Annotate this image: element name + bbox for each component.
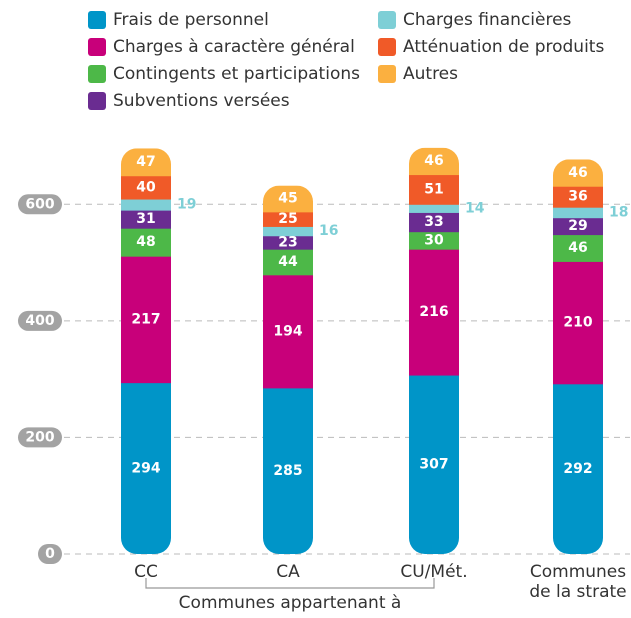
value-label: 29 <box>568 218 587 234</box>
y-tick-pill <box>18 194 62 215</box>
bar-segment <box>553 207 603 219</box>
legend-swatch <box>88 38 106 56</box>
value-label: 30 <box>424 232 444 248</box>
legend-swatch <box>378 11 396 29</box>
value-label: 210 <box>563 315 592 331</box>
value-label: 23 <box>278 234 297 250</box>
bar-segment <box>553 159 603 187</box>
value-label: 294 <box>131 460 160 476</box>
y-tick-label: 400 <box>25 313 54 329</box>
bar-segment <box>263 185 313 213</box>
value-label: 47 <box>136 154 155 170</box>
legend-label: Frais de personnel <box>113 10 269 30</box>
bar-segment <box>409 231 459 250</box>
bar-segment <box>409 375 459 554</box>
value-label: 285 <box>273 463 302 479</box>
legend-swatch <box>88 11 106 29</box>
y-tick-label: 0 <box>45 546 55 562</box>
bar-stack <box>409 147 459 554</box>
bar-stack <box>121 148 171 554</box>
legend-label: Charges à caractère général <box>113 37 355 57</box>
legend-swatch <box>378 38 396 56</box>
bar-segment <box>121 210 171 229</box>
y-tick-pill <box>38 544 62 564</box>
bar-segment <box>121 148 171 177</box>
value-label: 19 <box>177 197 196 213</box>
value-label: 18 <box>609 204 628 220</box>
bar-segment <box>263 226 313 237</box>
x-tick-label: Communes de la strate <box>529 562 627 602</box>
legend-swatch <box>378 65 396 83</box>
legend-label: Subventions versées <box>113 91 290 111</box>
annotation: Communes appartenant à <box>179 593 402 613</box>
x-tick-label: CC <box>134 562 158 582</box>
value-label: 25 <box>278 211 297 227</box>
value-label: 216 <box>419 304 448 320</box>
legend-swatch <box>88 65 106 83</box>
value-label: 33 <box>424 214 443 230</box>
value-label: 14 <box>465 200 485 216</box>
bar-segment <box>409 212 459 233</box>
value-label: 46 <box>568 240 587 256</box>
bar-segment <box>553 234 603 262</box>
y-tick-label: 600 <box>25 196 54 212</box>
bar-segment <box>553 186 603 208</box>
value-label: 217 <box>131 311 160 327</box>
bar-segment <box>553 383 603 555</box>
bar-segment <box>553 217 603 236</box>
y-tick-pill <box>18 310 62 331</box>
legend-label: Atténuation de produits <box>403 37 604 57</box>
value-label: 36 <box>568 189 587 205</box>
value-label: 44 <box>278 254 298 270</box>
y-tick-label: 200 <box>25 429 54 445</box>
legend-label: Charges financières <box>403 10 572 30</box>
value-label: 48 <box>136 234 155 250</box>
bar-segment <box>409 147 459 176</box>
bar-segment <box>121 256 171 384</box>
x-tick-label: CU/Mét. <box>400 562 468 582</box>
bar-segment <box>263 235 313 250</box>
bar-segment <box>121 175 171 200</box>
bar-stack <box>263 185 313 555</box>
bar-segment <box>121 382 171 554</box>
x-tick-label: CA <box>276 562 300 582</box>
value-label: 45 <box>278 191 297 207</box>
bracket <box>145 578 435 589</box>
legend-label: Contingents et participations <box>113 64 360 84</box>
bar-segment <box>263 387 313 555</box>
value-label: 194 <box>273 323 302 339</box>
y-tick-pill <box>18 427 62 448</box>
value-label: 16 <box>319 223 338 239</box>
bar-segment <box>409 174 459 205</box>
value-label: 40 <box>136 179 156 195</box>
value-label: 31 <box>136 211 155 227</box>
legend-swatch <box>88 92 106 110</box>
value-label: 46 <box>424 153 443 169</box>
bar-segment <box>121 199 171 211</box>
value-label: 292 <box>563 461 592 477</box>
bar-segment <box>409 249 459 376</box>
bar-segment <box>409 204 459 213</box>
bar-segment <box>263 274 313 389</box>
value-label: 51 <box>424 181 443 197</box>
bar-segment <box>263 211 313 227</box>
value-label: 307 <box>419 457 448 473</box>
bar-segment <box>121 228 171 257</box>
value-label: 46 <box>568 165 587 181</box>
bar-stack <box>553 159 603 555</box>
bar-segment <box>553 261 603 385</box>
bar-segment <box>263 249 313 276</box>
legend-label: Autres <box>403 64 458 84</box>
